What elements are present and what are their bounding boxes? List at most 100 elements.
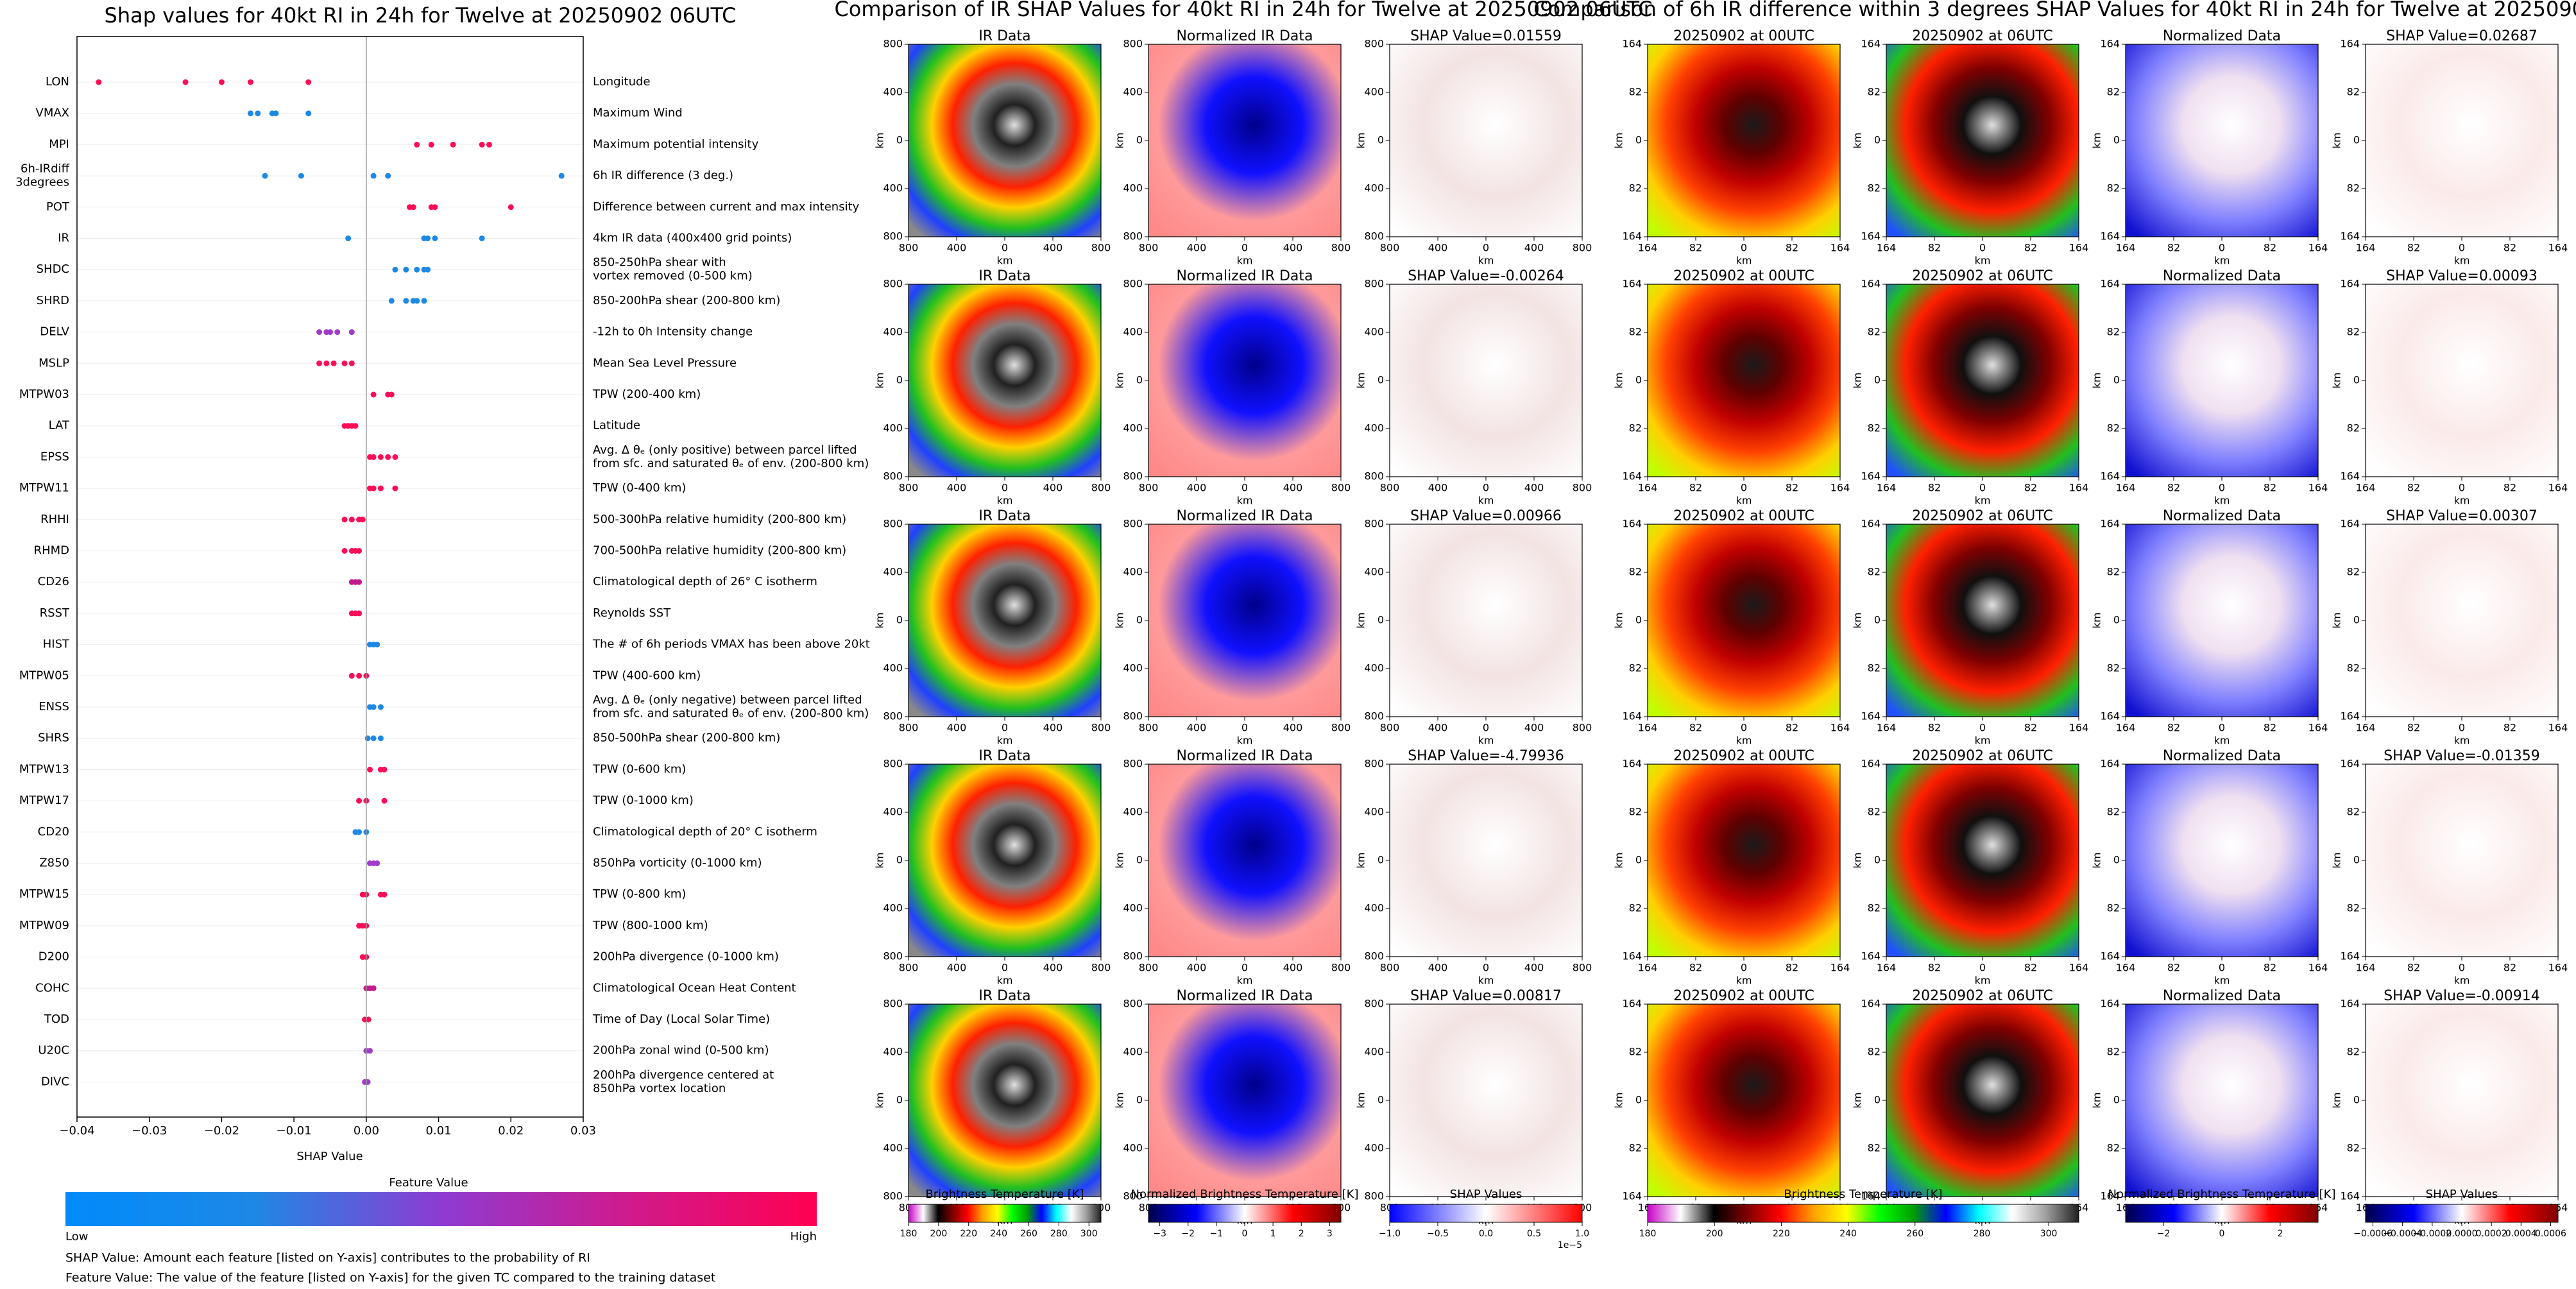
y-tick-label: 0 <box>1635 614 1642 626</box>
feature-description: Avg. Δ θₑ (only positive) between parcel… <box>593 443 857 457</box>
x-tick-label: 0 <box>2459 962 2465 974</box>
section-title: Comparison of IR SHAP Values for 40kt RI… <box>834 0 1652 21</box>
feature-description: 850hPa vortex location <box>593 1082 726 1095</box>
colorbar <box>908 1204 1102 1223</box>
x-tick-label: 164 <box>2356 482 2376 494</box>
y-tick-label: 82 <box>1868 662 1881 674</box>
shap-point <box>345 235 352 241</box>
x-axis-label: km <box>2214 735 2230 747</box>
y-tick-label: 164 <box>2100 278 2120 290</box>
shap-point <box>403 298 409 304</box>
y-tick-label: 82 <box>1629 182 1642 194</box>
feature-label: MTPW05 <box>19 669 69 682</box>
y-tick-label: 800 <box>883 278 903 290</box>
x-tick-label: 82 <box>2407 962 2420 974</box>
y-axis-label: km <box>1613 1093 1625 1109</box>
panel-title: 20250902 at 00UTC <box>1673 28 1814 44</box>
feature-label: MTPW13 <box>19 762 69 776</box>
x-tick-label: 0 <box>1002 482 1008 494</box>
x-tick-label: 0 <box>1979 722 1986 734</box>
x-tick-label: 400 <box>1187 482 1207 494</box>
y-tick-label: 82 <box>2347 566 2360 578</box>
y-tick-label: 0 <box>896 614 903 626</box>
y-axis-label: km <box>2331 853 2343 869</box>
colorbar-low: Low <box>65 1230 88 1243</box>
shap-point <box>305 110 312 117</box>
x-tick-label: 164 <box>1877 482 1897 494</box>
x-tick-label: 82 <box>1786 962 1798 974</box>
shap-point <box>381 766 388 773</box>
x-tick-label: 82 <box>2407 242 2420 254</box>
colorbar-tick-label: 200 <box>930 1229 948 1239</box>
feature-label: DELV <box>40 325 69 339</box>
x-tick-label: 0 <box>2219 962 2225 974</box>
x-tick-label: 800 <box>1380 722 1400 734</box>
feature-description: 200hPa divergence centered at <box>593 1068 774 1082</box>
x-tick-label: 164 <box>2069 482 2089 494</box>
image-panel <box>2125 44 2319 237</box>
x-tick-label: 800 <box>1139 242 1159 254</box>
x-tick-label: 400 <box>1524 722 1544 734</box>
y-tick-label: 164 <box>1861 998 1881 1010</box>
y-tick-label: 0 <box>1635 374 1642 386</box>
y-tick-label: 82 <box>1629 422 1642 434</box>
image-panel <box>1647 524 1841 717</box>
shap-point <box>377 704 384 710</box>
y-tick-label: 0 <box>896 134 903 146</box>
colorbar-tick-label: −1.0 <box>1379 1229 1401 1239</box>
y-tick-label: 800 <box>883 470 903 482</box>
y-tick-label: 164 <box>1622 470 1642 482</box>
x-tick-label: 400 <box>1187 962 1207 974</box>
y-tick-label: 0 <box>1874 1094 1881 1106</box>
y-tick-label: 400 <box>1364 1142 1384 1154</box>
y-tick-label: 82 <box>1629 1046 1642 1058</box>
y-axis-label: km <box>1114 853 1126 869</box>
panel-title: Normalized IR Data <box>1176 508 1313 524</box>
shap-point <box>432 204 438 210</box>
feature-description: vortex removed (0-500 km) <box>593 269 753 283</box>
y-axis-label: km <box>1355 853 1367 869</box>
shap-point <box>385 173 391 179</box>
panel-title: SHAP Value=0.02687 <box>2386 28 2538 44</box>
shap-point <box>316 360 323 366</box>
x-tick-label: 164 <box>1877 722 1897 734</box>
y-tick-label: 400 <box>1364 422 1384 434</box>
x-tick-label: 400 <box>1283 482 1303 494</box>
feature-label: 3degrees <box>15 176 69 189</box>
y-tick-label: 164 <box>2340 278 2360 290</box>
x-tick-label: 164 <box>2356 962 2376 974</box>
shap-point <box>341 516 348 523</box>
panel-title: IR Data <box>978 268 1030 284</box>
x-tick-label: 164 <box>1638 962 1658 974</box>
x-tick-label: 0 <box>1483 482 1489 494</box>
feature-description: TPW (200-400 km) <box>592 388 701 401</box>
shap-point <box>403 266 409 273</box>
y-tick-label: 800 <box>1123 710 1143 722</box>
x-tick-label: 82 <box>2264 242 2276 254</box>
x-tick-label: 400 <box>1043 722 1063 734</box>
feature-label: SHRD <box>37 294 69 307</box>
x-tick-label: 82 <box>2503 482 2516 494</box>
shap-point <box>248 79 254 85</box>
x-tick-label: 400 <box>947 722 967 734</box>
y-tick-label: 400 <box>883 326 903 338</box>
x-tick-label: 164 <box>2069 722 2089 734</box>
y-tick-label: 82 <box>2347 662 2360 674</box>
shap-point <box>273 110 279 117</box>
y-axis-label: km <box>1355 133 1367 149</box>
colorbar-tick-label: 280 <box>1050 1229 1068 1239</box>
y-tick-label: 164 <box>1861 470 1881 482</box>
y-tick-label: 800 <box>1123 38 1143 50</box>
shap-point <box>356 579 363 585</box>
x-tick-label: 82 <box>2167 242 2180 254</box>
shap-point <box>298 173 304 179</box>
x-tick-label: 800 <box>1091 482 1111 494</box>
x-tick-label: 0 <box>1483 242 1489 254</box>
x-tick-label: 0 <box>1979 242 1986 254</box>
colorbar-tick-label: 260 <box>1906 1229 1923 1239</box>
shap-point <box>414 298 420 304</box>
panel-title: SHAP Value=0.00817 <box>1410 988 1562 1004</box>
x-tick-label: 800 <box>899 722 919 734</box>
feature-label: MTPW03 <box>19 388 69 401</box>
